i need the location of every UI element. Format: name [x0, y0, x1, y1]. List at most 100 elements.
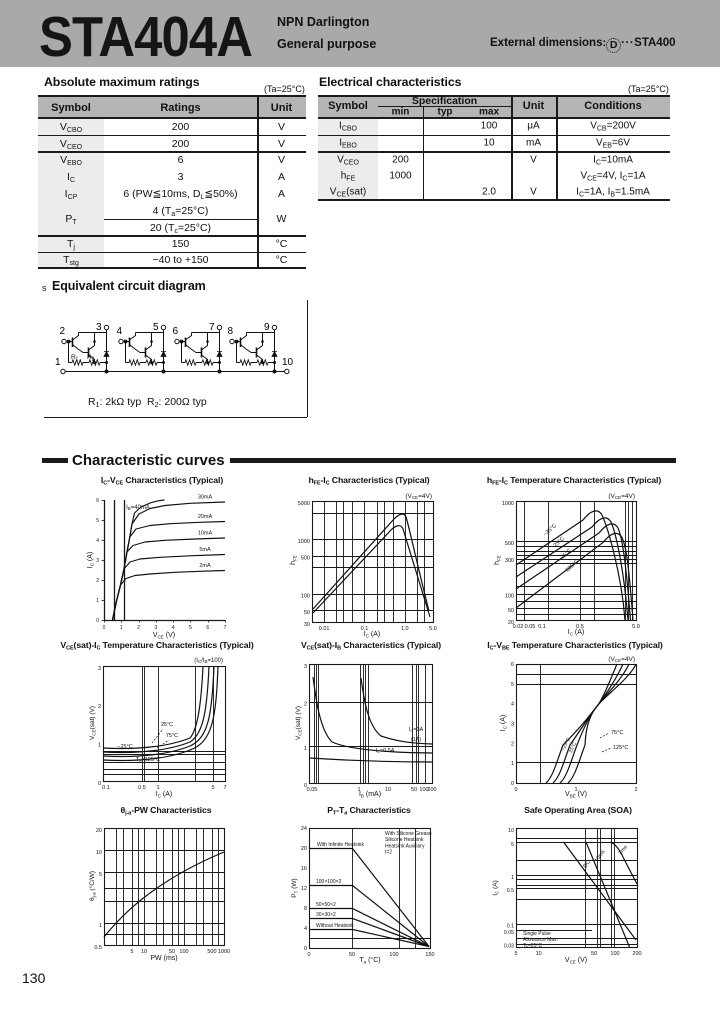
svg-text:10mA: 10mA [198, 531, 213, 537]
svg-text:IC (A): IC (A) [492, 880, 500, 896]
svg-text:IB=40mA: IB=40mA [126, 505, 150, 511]
svg-text:Ta=125°C: Ta=125°C [136, 757, 160, 763]
svg-text:0.03: 0.03 [504, 944, 514, 950]
svg-text:IC (A): IC (A) [87, 552, 95, 568]
svg-text:25°C: 25°C [568, 741, 578, 754]
svg-text:0.05: 0.05 [307, 787, 318, 793]
svg-text:3: 3 [511, 722, 514, 728]
svg-text:0.5: 0.5 [507, 888, 514, 894]
svg-text:4: 4 [117, 326, 123, 337]
svg-text:5: 5 [511, 682, 514, 688]
svg-text:VCE(sat) (V): VCE(sat) (V) [89, 706, 97, 740]
svg-text:50: 50 [508, 608, 514, 614]
svg-text:θj-a (°C/W): θj-a (°C/W) [88, 871, 97, 901]
svg-text:2: 2 [96, 578, 99, 584]
svg-text:100: 100 [419, 787, 428, 793]
svg-text:1ms: 1ms [618, 844, 629, 856]
svg-text:VCE(sat) (V): VCE(sat) (V) [295, 706, 303, 740]
svg-text:1000: 1000 [298, 539, 310, 545]
svg-text:1000: 1000 [502, 501, 514, 507]
svg-text:Heatsink Auxiliary: Heatsink Auxiliary [385, 843, 425, 849]
svg-text:IC (A): IC (A) [568, 629, 584, 637]
svg-text:100×100×2: 100×100×2 [316, 879, 342, 885]
svg-text:0.02: 0.02 [513, 624, 524, 630]
svg-text:2: 2 [60, 326, 66, 337]
svg-text:0.05: 0.05 [525, 624, 536, 630]
svg-text:1: 1 [99, 923, 102, 929]
svg-text:5000: 5000 [298, 501, 310, 507]
svg-text:10: 10 [282, 357, 294, 368]
svg-text:75°C: 75°C [166, 733, 178, 739]
svg-text:50×50×2: 50×50×2 [316, 902, 336, 908]
svg-text:12: 12 [301, 886, 307, 892]
svg-text:VBE (V): VBE (V) [565, 791, 587, 799]
svg-text:30×30×2: 30×30×2 [316, 912, 336, 918]
svg-text:6: 6 [173, 326, 179, 337]
svg-text:1.0: 1.0 [401, 626, 409, 632]
svg-text:1: 1 [96, 598, 99, 604]
svg-text:100: 100 [505, 594, 514, 600]
svg-text:1: 1 [76, 357, 79, 363]
svg-text:20mA: 20mA [198, 514, 213, 520]
svg-text:24: 24 [301, 826, 307, 832]
svg-text:5.0: 5.0 [632, 624, 640, 630]
svg-text:1: 1 [304, 746, 307, 752]
svg-text:4: 4 [172, 625, 175, 631]
svg-text:25°C: 25°C [161, 722, 173, 728]
svg-text:Single Pulse: Single Pulse [523, 931, 551, 937]
svg-text:PT (W): PT (W) [291, 878, 299, 897]
svg-text:IC (A): IC (A) [364, 631, 380, 639]
svg-text:VCE (V): VCE (V) [153, 632, 175, 640]
svg-text:With Silicone Grease: With Silicone Grease [385, 831, 432, 837]
svg-text:9: 9 [264, 322, 270, 333]
svg-text:(VCE=4V): (VCE=4V) [608, 493, 635, 500]
svg-text:16: 16 [301, 866, 307, 872]
svg-text:500: 500 [505, 541, 514, 547]
svg-text:10: 10 [96, 850, 102, 856]
svg-text:0: 0 [304, 783, 307, 789]
svg-text:0.5: 0.5 [138, 785, 146, 791]
svg-text:2: 2 [92, 357, 95, 363]
svg-text:0: 0 [96, 618, 99, 624]
svg-text:50: 50 [349, 952, 355, 958]
svg-text:1: 1 [357, 787, 360, 793]
svg-text:0.1: 0.1 [102, 785, 110, 791]
svg-text:100: 100 [389, 952, 398, 958]
svg-text:5: 5 [511, 842, 514, 848]
svg-text:(VCE=4V): (VCE=4V) [608, 656, 635, 663]
svg-text:500: 500 [207, 949, 216, 955]
svg-text:7: 7 [224, 625, 227, 631]
svg-text:50: 50 [591, 951, 597, 957]
svg-text:Silicone Heatsink: Silicone Heatsink [385, 837, 424, 843]
svg-text:1: 1 [156, 785, 159, 791]
svg-text:5mA: 5mA [199, 547, 211, 553]
svg-text:3: 3 [96, 322, 102, 333]
svg-text:0: 0 [103, 625, 106, 631]
svg-text:R: R [87, 354, 92, 361]
svg-text:10ms: 10ms [594, 849, 607, 864]
svg-text:2: 2 [634, 787, 637, 793]
svg-text:VCE (V): VCE (V) [565, 957, 587, 965]
svg-text:4: 4 [511, 702, 514, 708]
svg-text:IC (A): IC (A) [500, 715, 508, 731]
svg-text:10: 10 [141, 949, 147, 955]
svg-text:(1A): (1A) [411, 737, 422, 743]
svg-text:200: 200 [632, 951, 641, 957]
svg-text:Ta (°C): Ta (°C) [359, 956, 380, 965]
svg-text:2mA: 2mA [199, 563, 211, 569]
svg-text:0.5: 0.5 [94, 945, 102, 951]
svg-text:t=2: t=2 [385, 850, 392, 856]
svg-text:20: 20 [508, 620, 514, 626]
svg-text:DC: DC [582, 859, 591, 869]
svg-text:50: 50 [304, 610, 310, 616]
svg-text:5: 5 [189, 625, 192, 631]
svg-text:10: 10 [536, 951, 542, 957]
svg-text:0.01: 0.01 [319, 626, 330, 632]
svg-text:30mA: 30mA [198, 495, 213, 501]
svg-text:6: 6 [511, 662, 514, 668]
svg-text:3: 3 [98, 666, 101, 672]
svg-text:hFE: hFE [290, 555, 298, 565]
svg-text:0.5: 0.5 [576, 624, 584, 630]
svg-text:2: 2 [511, 741, 514, 747]
svg-text:1: 1 [574, 787, 577, 793]
